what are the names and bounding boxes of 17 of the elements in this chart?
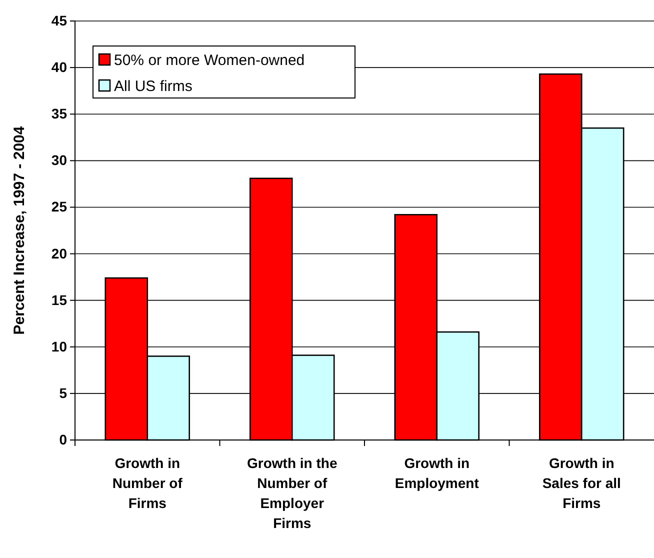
legend-label: All US firms: [114, 78, 192, 95]
x-tick-label: Growth in Employment: [394, 455, 480, 491]
x-tick-label: Growth in Sales for all Firms: [542, 455, 621, 511]
y-tick-label: 45: [51, 12, 68, 28]
y-axis-title: Percent Increase, 1997 - 2004: [11, 126, 28, 335]
legend-label: 50% or more Women-owned: [114, 52, 305, 69]
y-tick-label: 40: [51, 59, 68, 76]
y-tick-label: 10: [51, 338, 68, 354]
x-tick-label: Growth in Number of Firms: [112, 455, 183, 511]
y-tick-label: 20: [51, 245, 68, 262]
y-tick-label: 15: [51, 292, 68, 308]
y-tick-label: 35: [51, 106, 68, 122]
x-tick-label: Growth in the Number of Employer Firms: [247, 455, 338, 531]
y-tick-label: 25: [51, 198, 68, 215]
y-tick-label: 30: [51, 152, 68, 168]
y-tick-label: 0: [59, 431, 68, 448]
y-tick-label: 5: [59, 384, 68, 401]
